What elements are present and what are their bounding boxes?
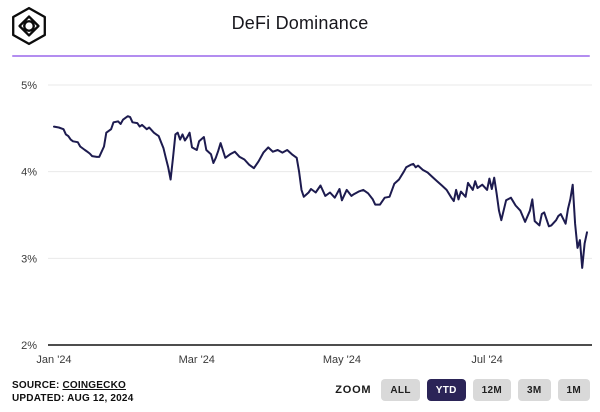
cube-logo-icon: [12, 6, 46, 46]
x-tick-label: May '24: [323, 354, 361, 366]
x-tick-label: Mar '24: [179, 354, 215, 366]
updated-line: UPDATED: AUG 12, 2024: [12, 393, 134, 404]
y-tick-label: 2%: [21, 340, 37, 352]
zoom-button-all[interactable]: ALL: [381, 379, 420, 401]
y-tick-label: 5%: [21, 80, 37, 92]
page-title: DeFi Dominance: [231, 13, 369, 33]
zoom-button-group: ALL YTD 12M 3M 1M: [381, 379, 590, 401]
zoom-button-1m[interactable]: 1M: [557, 379, 590, 401]
y-tick-label: 4%: [21, 167, 37, 179]
defi-dominance-line: [53, 115, 588, 269]
x-tick-label: Jul '24: [471, 354, 502, 366]
coingecko-link[interactable]: COINGECKO: [62, 380, 126, 391]
accent-divider: [12, 55, 590, 57]
source-label: SOURCE:: [12, 380, 60, 391]
source-attribution: SOURCE: COINGECKO UPDATED: AUG 12, 2024: [12, 379, 133, 405]
y-tick-label: 3%: [21, 253, 37, 265]
zoom-controls: ZOOM ALL YTD 12M 3M 1M: [335, 379, 590, 401]
zoom-button-ytd[interactable]: YTD: [426, 379, 466, 401]
zoom-button-3m[interactable]: 3M: [518, 379, 551, 401]
zoom-button-12m[interactable]: 12M: [472, 379, 511, 401]
source-line: SOURCE: COINGECKO: [12, 379, 133, 392]
x-tick-label: Jan '24: [36, 354, 71, 366]
zoom-label: ZOOM: [335, 384, 372, 396]
